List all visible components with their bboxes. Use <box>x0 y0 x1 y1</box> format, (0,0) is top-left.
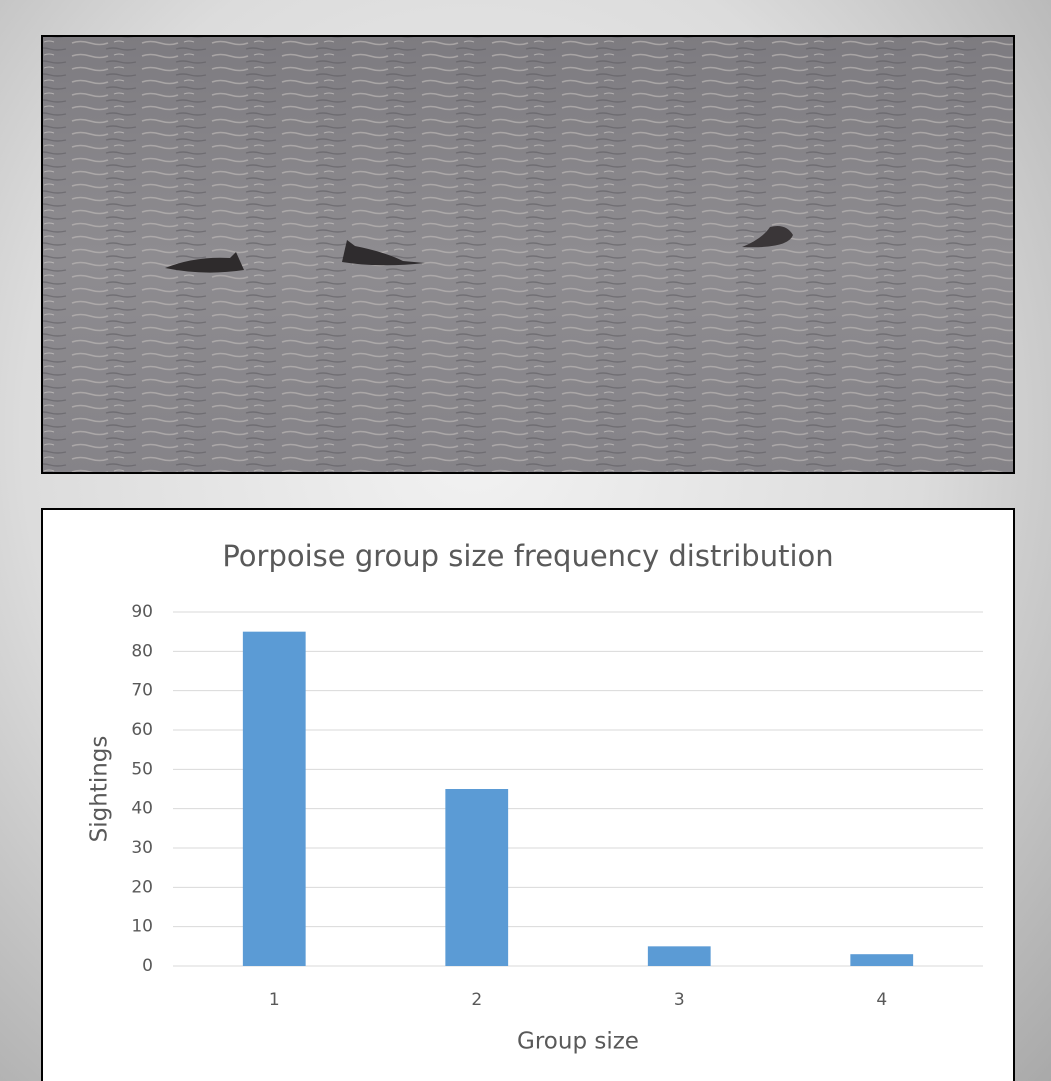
x-tick-label: 3 <box>674 990 685 1010</box>
bar <box>850 954 913 966</box>
page: Porpoise group size frequency distributi… <box>0 0 1051 1081</box>
y-tick-label: 10 <box>131 917 153 937</box>
y-tick-label: 70 <box>131 681 153 701</box>
chart-title: Porpoise group size frequency distributi… <box>222 539 833 573</box>
slide: Porpoise group size frequency distributi… <box>0 0 1051 1081</box>
photo <box>42 36 1014 473</box>
y-tick-label: 40 <box>131 799 153 819</box>
y-tick-label: 50 <box>131 759 153 779</box>
y-tick-label: 0 <box>142 956 153 976</box>
photo-ripples <box>43 37 1013 472</box>
x-axis-label: Group size <box>517 1029 639 1055</box>
bar <box>445 789 508 966</box>
x-tick-label: 2 <box>471 990 482 1010</box>
x-tick-label: 1 <box>269 990 280 1010</box>
bar <box>243 632 306 966</box>
y-tick-label: 80 <box>131 641 153 661</box>
y-axis-label: Sightings <box>87 736 113 843</box>
y-tick-label: 60 <box>131 720 153 740</box>
chart-frame <box>42 509 1014 1081</box>
y-tick-label: 30 <box>131 838 153 858</box>
x-tick-label: 4 <box>876 990 887 1010</box>
y-tick-label: 20 <box>131 877 153 897</box>
bar <box>648 946 711 966</box>
y-tick-label: 90 <box>131 602 153 622</box>
